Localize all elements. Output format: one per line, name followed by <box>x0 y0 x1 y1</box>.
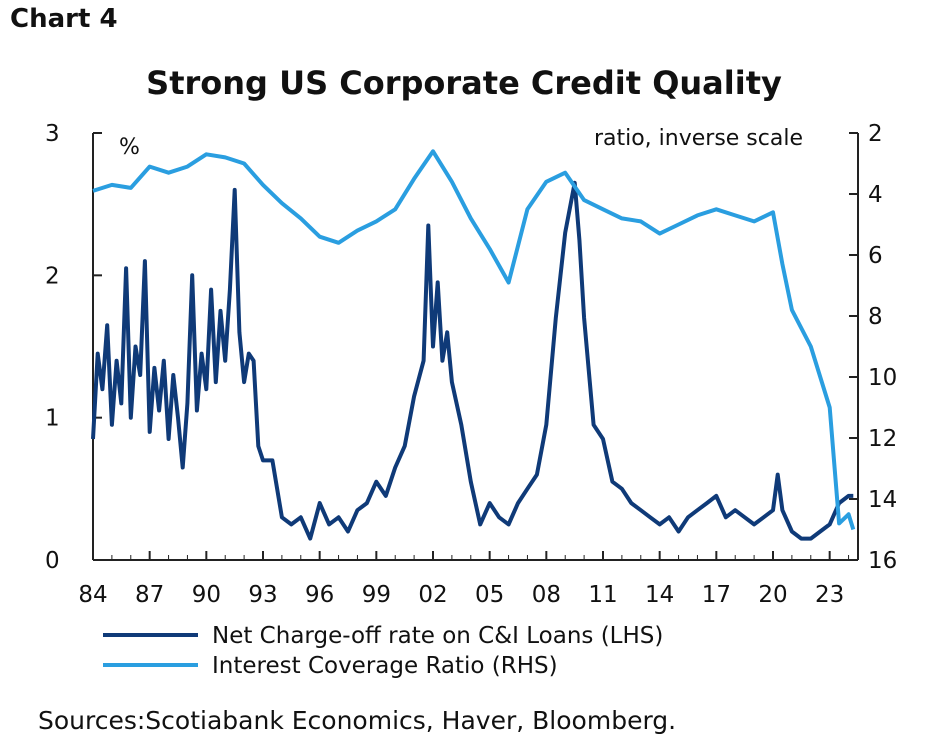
x-tick-label: 11 <box>588 582 617 608</box>
legend-label: Interest Coverage Ratio (RHS) <box>212 653 558 679</box>
left-tick-label: 0 <box>45 548 60 574</box>
left-tick-label: 2 <box>45 263 60 289</box>
charge-off-line <box>91 180 854 541</box>
x-tick-label: 96 <box>305 582 334 608</box>
x-tick-label: 93 <box>248 582 277 608</box>
x-tick-label: 20 <box>758 582 787 608</box>
interest-coverage-line <box>92 149 856 531</box>
x-tick-label: 17 <box>702 582 731 608</box>
x-tick-label: 84 <box>78 582 107 608</box>
right-axis-unit: ratio, inverse scale <box>594 126 803 151</box>
x-tick-label: 08 <box>532 582 561 608</box>
source-note: Sources:Scotiabank Economics, Haver, Blo… <box>38 706 677 735</box>
chart-title: Strong US Corporate Credit Quality <box>146 64 782 102</box>
x-tick-label: 23 <box>815 582 844 608</box>
x-tick-label: 14 <box>645 582 674 608</box>
left-axis-unit: % <box>119 135 140 160</box>
x-tick-label: 99 <box>362 582 391 608</box>
right-tick-label: 16 <box>868 548 897 574</box>
right-tick-label: 6 <box>868 243 883 269</box>
right-tick-label: 14 <box>868 487 897 513</box>
x-tick-label: 05 <box>475 582 504 608</box>
x-tick-label: 87 <box>135 582 164 608</box>
legend-label: Net Charge-off rate on C&I Loans (LHS) <box>212 623 663 649</box>
legend: Net Charge-off rate on C&I Loans (LHS) In… <box>103 623 663 679</box>
right-tick-label: 10 <box>868 365 897 391</box>
chart-number-label: Chart 4 <box>10 4 118 34</box>
series-layer <box>91 149 856 541</box>
right-tick-label: 2 <box>868 121 883 147</box>
right-tick-label: 4 <box>868 182 883 208</box>
right-tick-label: 12 <box>868 426 897 452</box>
left-tick-label: 1 <box>45 406 60 432</box>
left-tick-label: 3 <box>45 121 60 147</box>
x-tick-label: 90 <box>192 582 221 608</box>
x-tick-label: 02 <box>418 582 447 608</box>
right-tick-label: 8 <box>868 304 883 330</box>
